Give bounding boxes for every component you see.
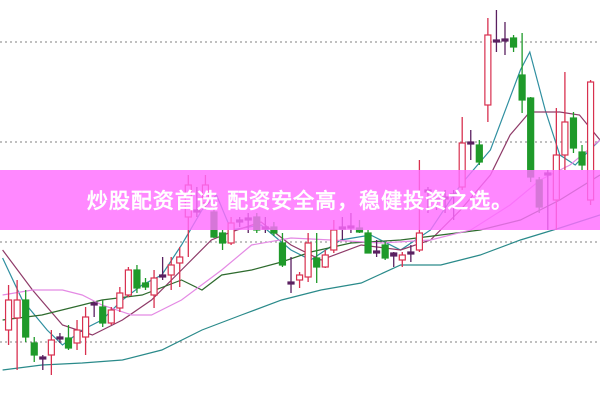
candle [492, 10, 501, 52]
candle [364, 230, 372, 254]
candle-body [390, 252, 398, 257]
candle-body [373, 250, 381, 254]
candle-body [578, 151, 586, 166]
candle [39, 355, 47, 370]
candle-body [569, 117, 578, 149]
candle [99, 300, 107, 327]
candle-body [133, 269, 141, 289]
candle [124, 267, 132, 297]
candle-body [124, 269, 132, 296]
candle-body [13, 299, 21, 319]
candle [373, 240, 381, 257]
candle [407, 245, 415, 262]
candle [64, 325, 73, 350]
candle [578, 145, 586, 170]
candle-body [90, 302, 98, 306]
candle-body [467, 141, 475, 145]
candle [30, 337, 38, 362]
promo-banner: 炒股配资首选 配资安全高，稳健投资之选。 [0, 170, 600, 230]
candle-body [47, 339, 55, 356]
candle [313, 233, 321, 283]
candle-body [99, 306, 107, 324]
candle-body [141, 282, 150, 288]
candle [167, 257, 175, 290]
candle-body [116, 292, 124, 309]
candle-body [561, 121, 569, 156]
moving-average-line [2, 50, 600, 346]
candle [295, 272, 304, 288]
candle [133, 265, 141, 293]
candle-body [295, 274, 304, 281]
candle-body [4, 299, 13, 331]
candle-body [22, 299, 30, 338]
candle [13, 280, 21, 370]
candle [475, 140, 483, 165]
candle-body [321, 254, 329, 268]
candle [484, 18, 492, 122]
candle [4, 285, 13, 345]
candle [390, 252, 398, 267]
candle [518, 33, 526, 113]
candle [159, 257, 167, 280]
candle-body [398, 254, 406, 261]
candle-body [56, 336, 64, 340]
candle [501, 22, 509, 55]
candle-body [107, 309, 115, 324]
candle-body [381, 244, 389, 259]
candle [569, 112, 578, 153]
candle-body [218, 232, 227, 244]
candle [107, 307, 115, 325]
candle [141, 278, 150, 290]
candle-body [484, 34, 492, 106]
candle [398, 252, 406, 267]
candle [218, 230, 227, 250]
candle-body [278, 242, 287, 266]
candle-body [330, 229, 338, 251]
candle-body [159, 274, 167, 278]
candle [150, 270, 158, 308]
candle-body [509, 37, 518, 48]
candle-body [364, 232, 372, 254]
candle [22, 290, 30, 342]
candle [381, 242, 389, 260]
candle [73, 320, 81, 350]
banner-text: 炒股配资首选 配资安全高，稳健投资之选。 [86, 189, 514, 213]
candle [304, 233, 312, 282]
candle [90, 302, 98, 317]
candle [287, 257, 295, 293]
candle-body [287, 281, 295, 285]
candle-body [73, 329, 81, 344]
candle [321, 250, 329, 268]
candle-body [167, 264, 175, 276]
candle-body [176, 256, 184, 264]
candle [81, 307, 90, 355]
candle-body [475, 144, 483, 163]
candle [47, 330, 55, 375]
candle-body [39, 356, 47, 360]
candle-body [407, 251, 415, 255]
candle-body [304, 242, 312, 278]
candle [176, 247, 184, 287]
candle-body [313, 257, 321, 268]
candle [509, 35, 518, 52]
candle-body [150, 277, 158, 296]
candle-body [30, 342, 38, 356]
candle [561, 72, 569, 170]
candle-body [518, 74, 526, 101]
candle [116, 287, 124, 312]
candle [467, 130, 475, 160]
candle-body [81, 316, 90, 338]
candle-body [492, 39, 501, 43]
candle [278, 233, 287, 267]
candle-body [64, 337, 73, 349]
candle-body [527, 97, 535, 178]
candle-body [501, 38, 509, 42]
moving-average-line [2, 214, 600, 371]
candle-body [415, 232, 424, 251]
candle [56, 333, 64, 343]
